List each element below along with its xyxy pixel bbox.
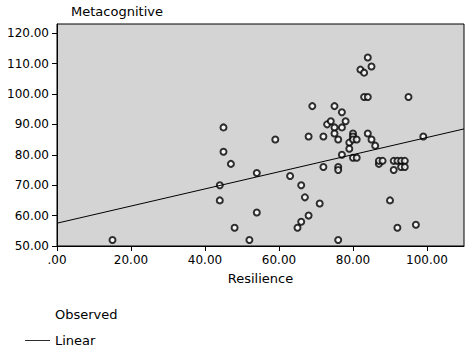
- svg-text:40.00: 40.00: [188, 253, 222, 267]
- svg-text:50.00: 50.00: [15, 239, 49, 253]
- svg-text:60.00: 60.00: [15, 209, 49, 223]
- svg-text:Observed: Observed: [55, 307, 118, 322]
- svg-text:90.00: 90.00: [15, 117, 49, 131]
- svg-text:Linear: Linear: [55, 333, 96, 348]
- svg-text:20.00: 20.00: [114, 253, 148, 267]
- svg-text:Resilience: Resilience: [228, 271, 293, 286]
- svg-text:60.00: 60.00: [262, 253, 296, 267]
- svg-text:Metacognitive: Metacognitive: [71, 4, 163, 19]
- svg-text:.00: .00: [47, 253, 66, 267]
- svg-text:100.00: 100.00: [7, 87, 49, 101]
- svg-text:80.00: 80.00: [336, 253, 370, 267]
- svg-text:70.00: 70.00: [15, 178, 49, 192]
- svg-text:100.00: 100.00: [406, 253, 448, 267]
- svg-text:80.00: 80.00: [15, 148, 49, 162]
- svg-text:110.00: 110.00: [7, 57, 49, 71]
- svg-text:120.00: 120.00: [7, 26, 49, 40]
